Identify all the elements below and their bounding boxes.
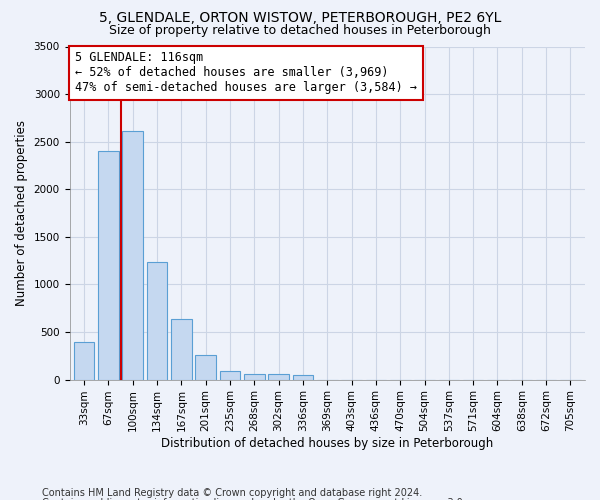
Y-axis label: Number of detached properties: Number of detached properties — [15, 120, 28, 306]
Bar — [74, 342, 94, 380]
Bar — [122, 131, 143, 380]
X-axis label: Distribution of detached houses by size in Peterborough: Distribution of detached houses by size … — [161, 437, 493, 450]
Bar — [196, 355, 216, 380]
Bar — [147, 262, 167, 380]
Bar — [220, 371, 241, 380]
Text: 5, GLENDALE, ORTON WISTOW, PETERBOROUGH, PE2 6YL: 5, GLENDALE, ORTON WISTOW, PETERBOROUGH,… — [99, 11, 501, 25]
Bar — [244, 374, 265, 380]
Text: Size of property relative to detached houses in Peterborough: Size of property relative to detached ho… — [109, 24, 491, 37]
Bar — [268, 374, 289, 380]
Bar — [293, 376, 313, 380]
Text: Contains public sector information licensed under the Open Government Licence v3: Contains public sector information licen… — [42, 498, 466, 500]
Text: 5 GLENDALE: 116sqm
← 52% of detached houses are smaller (3,969)
47% of semi-deta: 5 GLENDALE: 116sqm ← 52% of detached hou… — [74, 52, 416, 94]
Text: Contains HM Land Registry data © Crown copyright and database right 2024.: Contains HM Land Registry data © Crown c… — [42, 488, 422, 498]
Bar — [98, 151, 119, 380]
Bar — [171, 318, 192, 380]
